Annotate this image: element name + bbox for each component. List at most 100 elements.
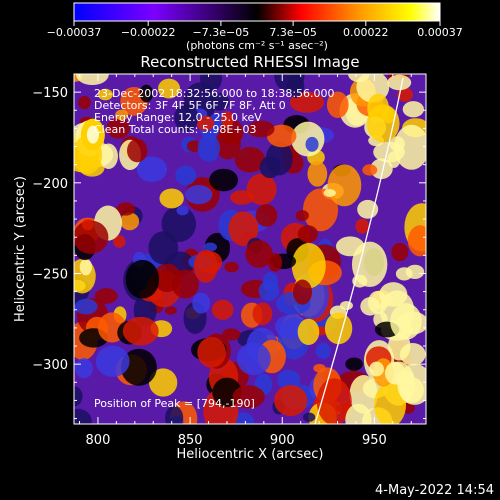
heatmap-blob xyxy=(370,158,393,179)
heatmap-blob xyxy=(385,361,406,385)
heatmap-blob xyxy=(345,357,363,371)
y-tick-label: −200 xyxy=(32,177,68,192)
heatmap-blob xyxy=(315,342,331,359)
heatmap-blob xyxy=(277,369,301,391)
x-tick-label: 850 xyxy=(178,433,203,448)
footer-timestamp: 4-May-2022 14:54 xyxy=(375,483,494,498)
heatmap-blob xyxy=(399,343,426,366)
heatmap-blob xyxy=(136,156,168,183)
x-tick-label: 900 xyxy=(270,433,295,448)
heatmap-blob xyxy=(127,138,148,163)
heatmap-blob xyxy=(259,156,281,179)
heatmap-blob xyxy=(78,95,91,110)
heatmap-blob xyxy=(295,210,309,222)
heatmap-blob xyxy=(203,242,218,252)
heatmap-blob xyxy=(224,261,239,273)
heatmap-blob xyxy=(149,368,178,397)
heatmap-blob xyxy=(164,306,177,315)
heatmap-blob xyxy=(232,385,265,409)
heatmap-blob xyxy=(387,74,412,91)
y-tick-label: −250 xyxy=(32,267,68,282)
heatmap-blob xyxy=(125,259,160,299)
heatmap-blob xyxy=(287,74,305,98)
heatmap-blob xyxy=(97,88,113,101)
heatmap-blob xyxy=(391,242,409,262)
colorbar-tick-label: −0.00037 xyxy=(47,26,102,39)
heatmap-blob xyxy=(327,164,362,207)
heatmap-blob xyxy=(74,298,98,315)
colorbar xyxy=(73,2,441,22)
colorbar-tick-label: 0.00022 xyxy=(343,26,389,39)
heatmap-blob xyxy=(159,188,184,209)
heatmap-blob xyxy=(394,124,426,170)
heatmap-blob xyxy=(303,412,316,422)
heatmap-blob xyxy=(351,241,388,288)
colorbar-tick-label: −0.00022 xyxy=(121,26,176,39)
heatmap-blob xyxy=(116,202,136,216)
heatmap-blob xyxy=(262,272,278,292)
heatmap-blob xyxy=(222,328,241,341)
heatmap-blob xyxy=(292,279,313,305)
heatmap-blob xyxy=(197,337,226,368)
y-axis-label: Heliocentric Y (arcsec) xyxy=(13,176,28,322)
x-tick-label: 800 xyxy=(86,433,111,448)
heatmap-blob xyxy=(79,258,93,276)
heatmap-blob xyxy=(115,109,129,121)
heatmap-blob xyxy=(324,312,353,345)
heatmap-blob xyxy=(196,115,214,131)
heatmap-blob xyxy=(211,299,234,320)
heatmap-blob xyxy=(120,348,157,386)
heatmap-blob xyxy=(396,87,413,102)
heatmap-blob xyxy=(157,78,181,99)
heatmap-blob xyxy=(247,120,275,138)
heatmap-image xyxy=(74,74,426,424)
heatmap-blob xyxy=(230,190,254,205)
heatmap-blob xyxy=(323,189,336,197)
heatmap-blob xyxy=(165,405,184,424)
y-tick-label: −150 xyxy=(32,86,68,101)
heatmap-blob xyxy=(291,243,326,289)
heatmap-blob xyxy=(374,382,407,424)
heatmap-blob xyxy=(74,408,92,424)
heatmap-blob xyxy=(221,111,234,128)
annotation-time: 23-Dec-2002 18:32:56.000 to 18:38:56.000 xyxy=(94,87,335,100)
heatmap-blob xyxy=(148,231,179,265)
heatmap-blob xyxy=(193,249,218,283)
colorbar-units: (photons cm⁻² s⁻¹ asec⁻²) xyxy=(186,39,328,52)
heatmap-blob xyxy=(95,345,130,377)
x-axis: 800 850 900 950 xyxy=(79,74,412,448)
heatmap-blob xyxy=(360,297,380,316)
annotation-energy: Energy Range: 12.0 - 25.0 keV xyxy=(94,111,262,124)
heatmap-blob xyxy=(297,225,319,243)
heatmap-blob xyxy=(75,358,93,379)
heatmap-blob xyxy=(75,74,109,85)
heatmap-blob xyxy=(366,104,400,143)
heatmap-blob xyxy=(175,165,197,186)
heatmap-blob xyxy=(174,103,199,132)
heatmap-blob xyxy=(197,134,221,162)
heatmap-blob xyxy=(94,288,118,304)
heatmap-blob xyxy=(345,403,372,424)
heatmap-blob xyxy=(228,211,259,246)
heatmap-blob xyxy=(246,173,277,205)
colorbar-tick-label: −7.3e−05 xyxy=(193,26,250,39)
heatmap-blob xyxy=(234,146,266,173)
x-tick-label: 950 xyxy=(362,433,387,448)
heatmap-blob xyxy=(402,101,424,118)
heatmap-blob xyxy=(120,212,140,231)
heatmap-blob xyxy=(74,220,109,254)
heatmap-blob xyxy=(390,303,422,340)
heatmap-blob xyxy=(215,128,241,160)
heatmap-blob xyxy=(208,92,230,111)
annotation-detectors: Detectors: 3F 4F 5F 6F 7F 8F, Att 0 xyxy=(94,99,286,112)
heatmap-blob xyxy=(185,185,213,205)
heatmap-blob xyxy=(74,386,83,407)
peak-core xyxy=(86,125,99,144)
x-axis-label: Heliocentric X (arcsec) xyxy=(177,447,324,462)
heatmap-blob xyxy=(267,252,283,272)
heatmap-blob xyxy=(399,377,424,404)
heatmap-blob xyxy=(252,302,273,326)
colorbar-ticks: −0.00037 −0.00022 −7.3e−05 7.3e−05 0.00022 0.… xyxy=(47,21,463,39)
colorbar-tick-label: 7.3e−05 xyxy=(269,26,316,39)
